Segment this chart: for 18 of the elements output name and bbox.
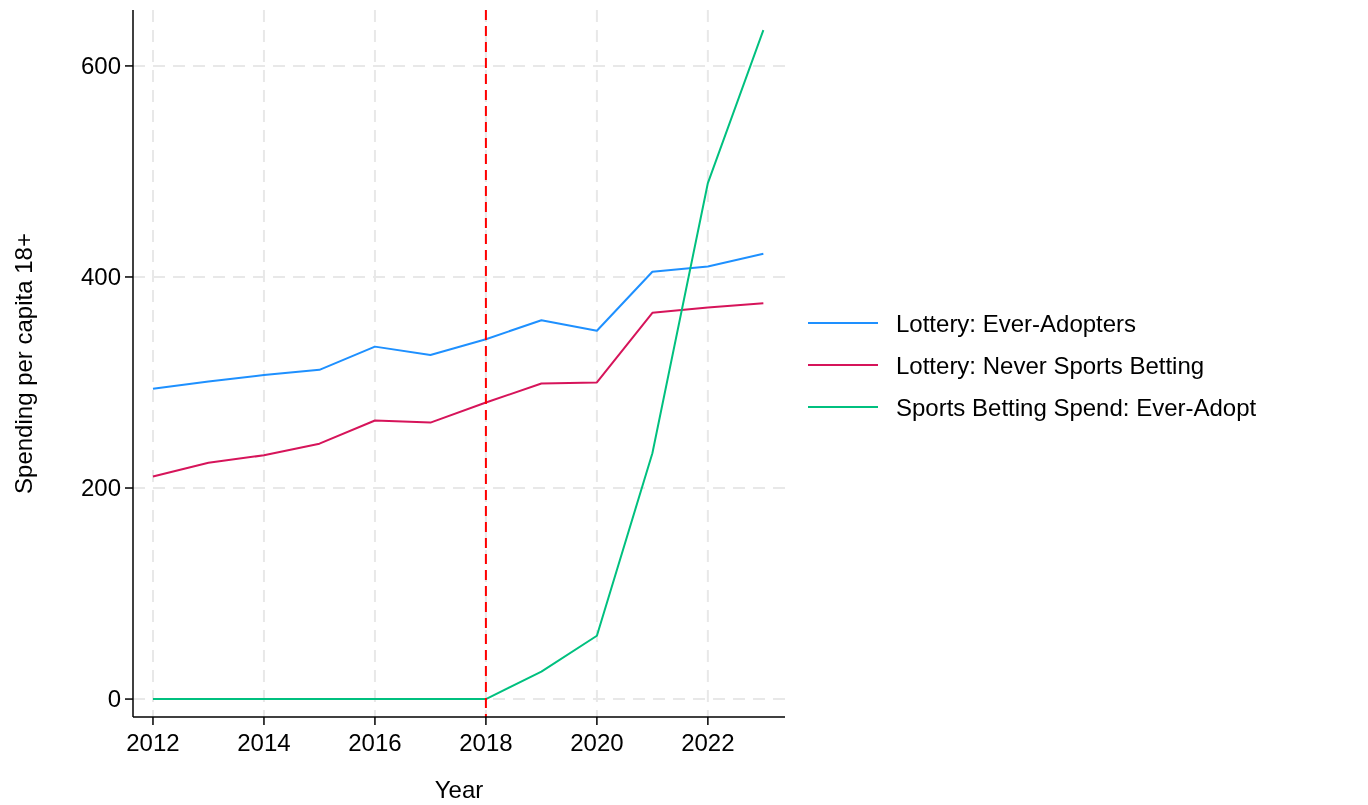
line-series <box>151 302 765 478</box>
y-axis-title: Spending per capita 18+ <box>10 233 37 494</box>
x-axis-title: Year <box>434 776 484 803</box>
legend-label: Lottery: Ever-Adopters <box>896 310 1137 337</box>
y-tick-label: 200 <box>80 474 121 502</box>
x-tick-label: 2018 <box>459 729 513 756</box>
x-tick-label: 2012 <box>126 729 180 756</box>
legend-label: Sports Betting Spend: Ever-Adopt <box>896 394 1257 421</box>
x-tick-label: 2014 <box>237 729 291 756</box>
x-tick-label: 2022 <box>681 729 735 756</box>
line-series <box>151 29 765 701</box>
y-tick-label: 400 <box>80 262 121 290</box>
legend-label: Lottery: Never Sports Betting <box>896 352 1205 379</box>
line-series <box>151 252 765 390</box>
y-tick-label: 600 <box>80 51 121 79</box>
x-tick-label: 2016 <box>348 729 402 756</box>
y-tick-label: 0 <box>107 685 121 713</box>
x-tick-label: 2020 <box>570 729 624 756</box>
